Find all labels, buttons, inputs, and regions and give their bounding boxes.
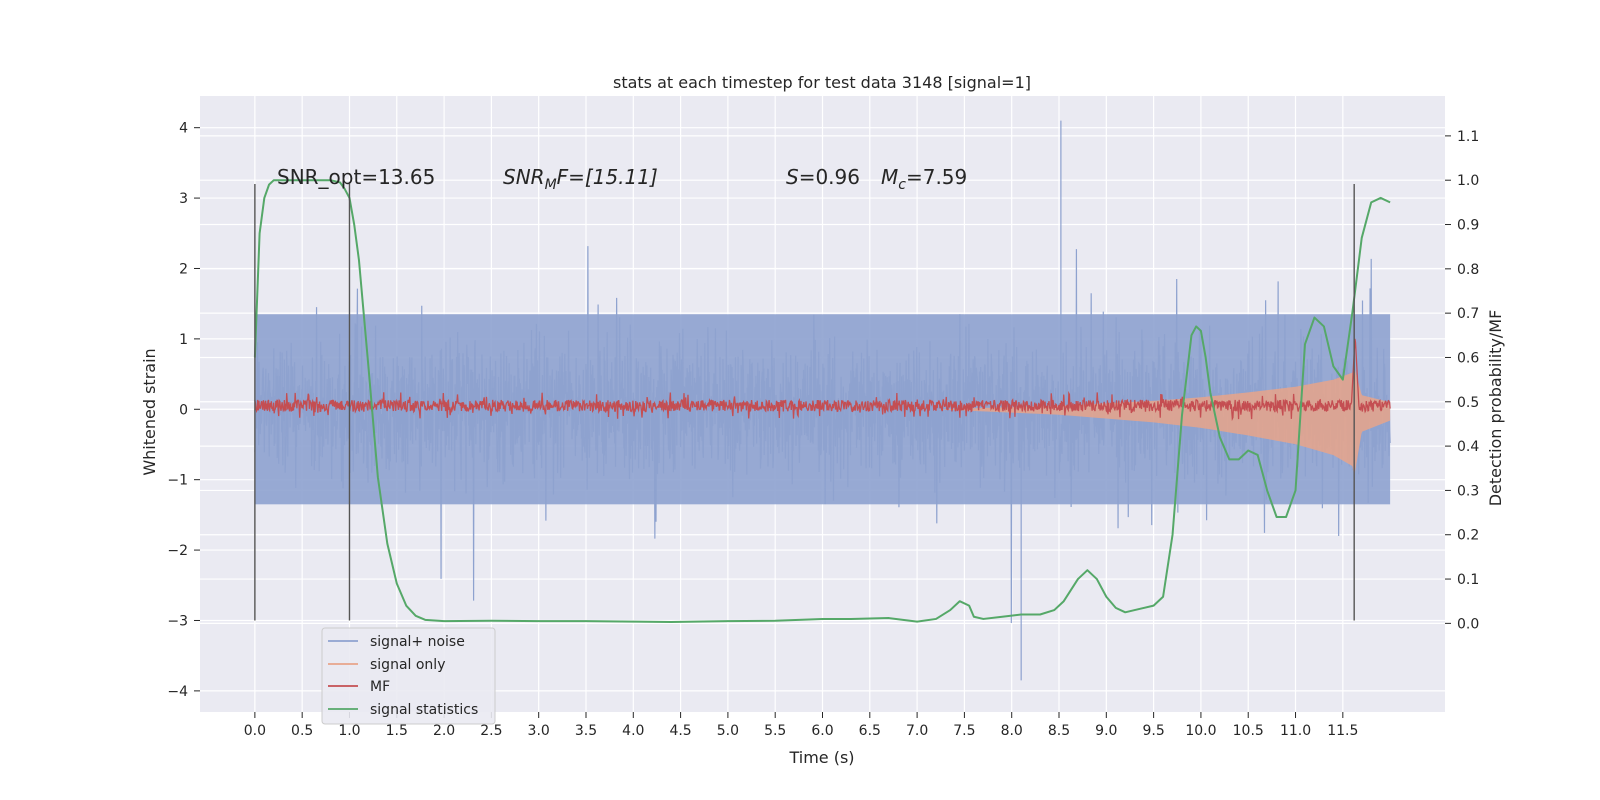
x-tick-label-6: 3.0 bbox=[528, 723, 550, 739]
x-tick-label-7: 3.5 bbox=[575, 723, 597, 739]
y-axis-right-label: Detection probability/MF bbox=[1486, 310, 1505, 507]
x-axis-label: Time (s) bbox=[788, 748, 854, 767]
vertical-markers bbox=[254, 184, 1355, 621]
yr-tick-label-8: 0.3 bbox=[1457, 483, 1479, 499]
x-tick-label-16: 8.0 bbox=[1001, 723, 1023, 739]
yl-tick-label-4: 0 bbox=[179, 402, 188, 418]
y-axis-left-ticks: 4 3 2 1 0 −1 −2 −3 −4 bbox=[167, 121, 200, 700]
yl-tick-label-1: 3 bbox=[179, 191, 188, 207]
series-layer bbox=[253, 120, 1391, 681]
x-tick-label-1: 0.5 bbox=[291, 723, 313, 739]
yr-tick-label-10: 0.1 bbox=[1457, 572, 1479, 588]
x-tick-label-0: 0.0 bbox=[244, 723, 266, 739]
yl-tick-label-3: 1 bbox=[179, 332, 188, 348]
x-tick-label-2: 1.0 bbox=[338, 723, 360, 739]
annotation-s-value: =0.96 bbox=[799, 165, 860, 189]
y-axis-right-ticks: 1.1 1.0 0.9 0.8 0.7 0.6 0.5 0.4 0.3 0.2 0.1 0.0 bbox=[1445, 129, 1479, 632]
yl-tick-label-2: 2 bbox=[179, 261, 188, 277]
x-tick-label-10: 5.0 bbox=[717, 723, 739, 739]
yr-tick-label-0: 1.1 bbox=[1457, 129, 1479, 145]
x-tick-label-9: 4.5 bbox=[669, 723, 691, 739]
annotation-s: S=0.96 bbox=[786, 165, 860, 189]
x-tick-label-20: 10.0 bbox=[1185, 723, 1216, 739]
series-signal-only bbox=[936, 368, 1391, 475]
annotations: SNR_opt=13.65 SNRMF=[15.11] S=0.96 Mc=7.… bbox=[277, 165, 967, 193]
x-tick-label-13: 6.5 bbox=[859, 723, 881, 739]
yr-tick-label-7: 0.4 bbox=[1457, 439, 1479, 455]
yl-tick-label-8: −4 bbox=[167, 684, 188, 700]
legend-label-signal-only: signal only bbox=[370, 657, 445, 673]
x-tick-label-11: 5.5 bbox=[764, 723, 786, 739]
yr-tick-label-9: 0.2 bbox=[1457, 528, 1479, 544]
series-signal-statistics bbox=[253, 179, 1391, 624]
annotation-s-label: S bbox=[786, 165, 799, 189]
annotation-mc-label: M bbox=[881, 165, 898, 189]
x-tick-label-14: 7.0 bbox=[906, 723, 928, 739]
annotation-snr-mf: SNRMF=[15.11] bbox=[503, 165, 658, 193]
annotation-snr-mf-italic: SNR bbox=[503, 165, 545, 189]
annotation-snr-mf-sub: M bbox=[545, 177, 557, 193]
series-mf bbox=[254, 338, 1391, 422]
x-tick-label-12: 6.0 bbox=[811, 723, 833, 739]
chart-title: stats at each timestep for test data 314… bbox=[613, 73, 1031, 92]
legend-label-mf: MF bbox=[370, 679, 390, 695]
x-tick-label-21: 10.5 bbox=[1233, 723, 1264, 739]
x-tick-label-22: 11.0 bbox=[1280, 723, 1311, 739]
legend-box bbox=[321, 627, 496, 725]
yl-tick-label-6: −2 bbox=[167, 543, 188, 559]
yr-tick-label-6: 0.5 bbox=[1457, 395, 1479, 411]
annotation-snr-mf-rest: F=[15.11] bbox=[557, 165, 658, 189]
legend-label-signal-noise: signal+ noise bbox=[370, 634, 465, 650]
x-tick-label-23: 11.5 bbox=[1327, 723, 1358, 739]
yr-tick-label-11: 0.0 bbox=[1457, 616, 1479, 632]
annotation-mc: Mc=7.59 bbox=[881, 165, 967, 193]
annotation-snr-opt: SNR_opt=13.65 bbox=[277, 165, 435, 189]
x-tick-label-19: 9.5 bbox=[1142, 723, 1164, 739]
yr-tick-label-4: 0.7 bbox=[1457, 306, 1479, 322]
x-tick-label-17: 8.5 bbox=[1048, 723, 1070, 739]
yr-tick-label-5: 0.6 bbox=[1457, 350, 1479, 366]
yr-tick-label-2: 0.9 bbox=[1457, 218, 1479, 234]
annotation-mc-value: =7.59 bbox=[906, 165, 967, 189]
x-tick-label-8: 4.0 bbox=[622, 723, 644, 739]
annotation-mc-sub: c bbox=[898, 177, 906, 193]
x-axis-ticks: 0.0 0.5 1.0 1.5 2.0 2.5 3.0 3.5 4.0 4.5 5.0 5.5 6.0 6… bbox=[244, 712, 1358, 739]
yr-tick-label-1: 1.0 bbox=[1457, 173, 1479, 189]
x-tick-label-5: 2.5 bbox=[480, 723, 502, 739]
y-axis-left-label: Whitened strain bbox=[140, 348, 159, 475]
legend: signal+ noise signal only MF signal stat… bbox=[321, 627, 496, 725]
legend-label-signal-statistics: signal statistics bbox=[370, 702, 478, 718]
x-tick-label-18: 9.0 bbox=[1095, 723, 1117, 739]
yr-tick-label-3: 0.8 bbox=[1457, 262, 1479, 278]
x-tick-label-3: 1.5 bbox=[386, 723, 408, 739]
x-tick-label-15: 7.5 bbox=[953, 723, 975, 739]
yl-tick-label-7: −3 bbox=[167, 613, 188, 629]
x-tick-label-4: 2.0 bbox=[433, 723, 455, 739]
yl-tick-label-0: 4 bbox=[179, 121, 188, 137]
yl-tick-label-5: −1 bbox=[167, 473, 188, 489]
